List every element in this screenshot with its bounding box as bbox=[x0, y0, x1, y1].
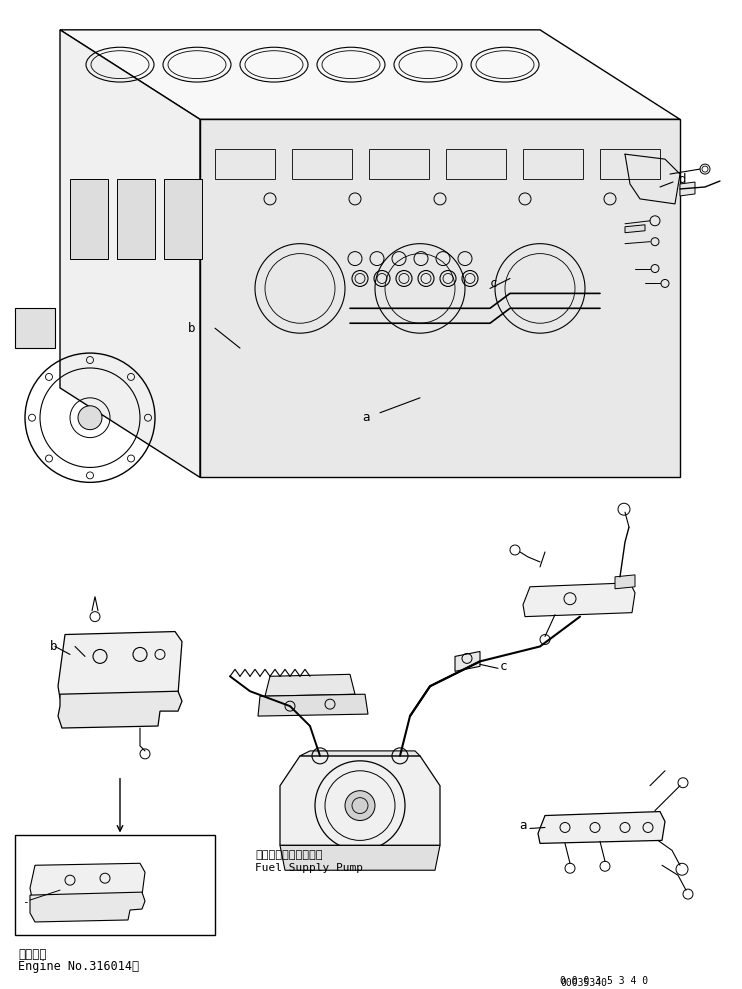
Text: b: b bbox=[188, 321, 195, 334]
Text: a: a bbox=[519, 819, 527, 832]
Polygon shape bbox=[60, 30, 200, 478]
Polygon shape bbox=[164, 179, 202, 258]
Polygon shape bbox=[117, 179, 155, 258]
Text: a: a bbox=[363, 411, 370, 424]
Text: 0 0 0 3 5 3 4 0: 0 0 0 3 5 3 4 0 bbox=[560, 976, 648, 986]
Polygon shape bbox=[625, 225, 645, 232]
Text: -: - bbox=[22, 897, 29, 907]
Polygon shape bbox=[300, 751, 420, 756]
Polygon shape bbox=[258, 694, 368, 716]
Text: 00035340: 00035340 bbox=[560, 978, 607, 988]
Text: b: b bbox=[50, 640, 57, 653]
Polygon shape bbox=[455, 652, 480, 672]
Polygon shape bbox=[30, 863, 145, 898]
Circle shape bbox=[78, 405, 102, 429]
Text: Engine No.316014～: Engine No.316014～ bbox=[18, 959, 139, 973]
Polygon shape bbox=[280, 846, 440, 870]
Text: フェルサプライボンプ: フェルサプライボンプ bbox=[255, 851, 323, 860]
Polygon shape bbox=[280, 756, 440, 846]
Polygon shape bbox=[58, 691, 182, 728]
Text: c: c bbox=[490, 277, 497, 290]
Polygon shape bbox=[265, 674, 355, 696]
Polygon shape bbox=[680, 182, 695, 196]
Polygon shape bbox=[60, 30, 680, 120]
Polygon shape bbox=[615, 575, 635, 588]
Polygon shape bbox=[58, 632, 182, 698]
Text: d: d bbox=[678, 172, 686, 186]
Polygon shape bbox=[15, 836, 215, 935]
Polygon shape bbox=[523, 583, 635, 616]
Circle shape bbox=[345, 790, 375, 821]
Text: Fuel Supply Pump: Fuel Supply Pump bbox=[255, 863, 363, 873]
Polygon shape bbox=[70, 179, 108, 258]
Polygon shape bbox=[538, 812, 665, 844]
Polygon shape bbox=[200, 120, 680, 478]
Polygon shape bbox=[30, 892, 145, 922]
Polygon shape bbox=[15, 309, 55, 348]
Text: c: c bbox=[500, 660, 508, 673]
Text: 適用号機: 適用号機 bbox=[18, 947, 47, 961]
